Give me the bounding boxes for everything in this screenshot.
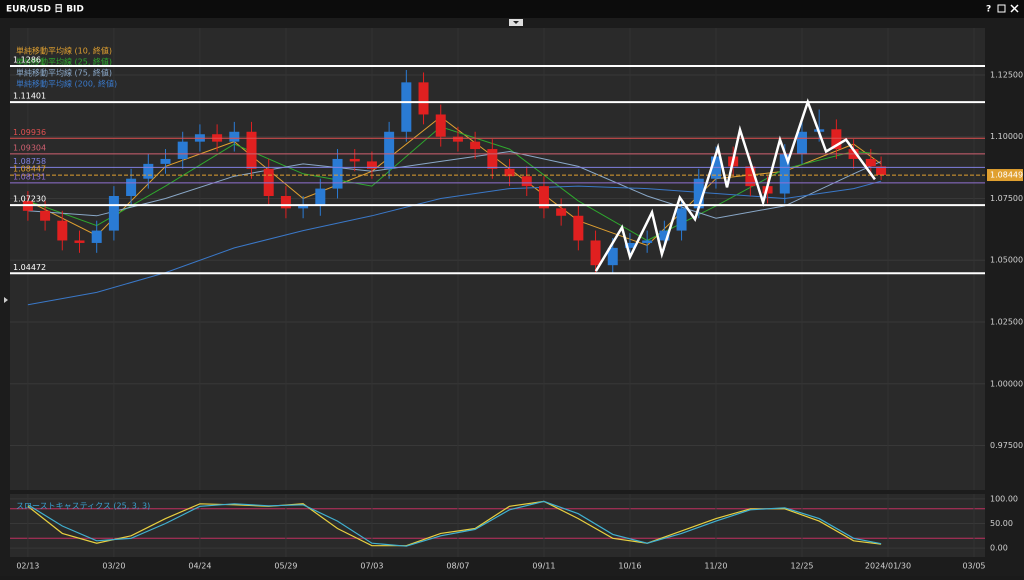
y-tick-label: 100.00 [990, 494, 1018, 503]
horizontal-line-label: 1.04472 [13, 263, 46, 272]
candle-body [624, 242, 635, 248]
legend-entry: 単純移動平均線 (10, 終値) [16, 46, 112, 56]
x-tick-label: 04/24 [188, 562, 211, 571]
price-chart: 1.12500 1.10000 1.07500 1.05000 1.02500 1.000… [10, 28, 1023, 490]
candle-body [332, 158, 343, 189]
close-button[interactable] [1010, 4, 1019, 13]
candle-body [470, 141, 481, 150]
candle-body [865, 158, 876, 167]
candle-body [366, 161, 377, 169]
candle-body [160, 158, 171, 164]
horizontal-line-label: 1.08447 [13, 165, 46, 174]
stoch-panel [10, 494, 985, 557]
legend-entry: 単純移動平均線 (75, 終値) [16, 68, 112, 78]
candle-body [126, 178, 137, 196]
x-tick-label: 03/20 [102, 562, 125, 571]
candle-body [108, 196, 119, 231]
candle-body [642, 240, 653, 243]
candle-body [521, 176, 532, 187]
current-price-box [987, 169, 1023, 182]
candle-body [349, 158, 360, 162]
horizontal-line-label: 1.1286 [13, 56, 41, 65]
x-tick-label: 08/07 [446, 562, 469, 571]
y-tick-label: 1.00000 [990, 379, 1023, 388]
horizontal-line-label: 1.08758 [13, 157, 46, 166]
collapse-icon [513, 21, 519, 24]
candle-body [298, 205, 309, 209]
current-price-label: 1.08449 [990, 171, 1023, 180]
x-tick-label: 10/16 [618, 562, 641, 571]
window-title: EUR/USD 日 BID [6, 4, 84, 15]
maximize-button[interactable] [997, 4, 1006, 13]
candle-body [74, 240, 85, 243]
horizontal-line-label: 1.07230 [13, 195, 46, 204]
candle-body [177, 141, 188, 159]
candle-body [384, 131, 395, 169]
panel-title: スローストキャスティクス (25, 3, 3) [16, 502, 150, 511]
candle-body [487, 149, 498, 169]
candle-body [779, 154, 790, 194]
candle-body [91, 230, 102, 243]
x-tick-label: 11/20 [704, 562, 727, 571]
y-tick-label: 50.00 [990, 519, 1013, 528]
y-tick-label: 1.02500 [990, 318, 1023, 327]
candle-body [246, 131, 257, 169]
x-tick-label: 07/03 [360, 562, 383, 571]
candle-body [280, 196, 291, 209]
x-tick-label: 05/29 [274, 562, 297, 571]
legend-entry: 単純移動平均線 (200, 終値) [16, 79, 117, 89]
horizontal-line-label: 1.11401 [13, 92, 46, 101]
x-tick-label: 09/11 [532, 562, 555, 571]
price-panel [10, 28, 985, 490]
x-tick-label: 12/25 [790, 562, 813, 571]
candle-body [452, 136, 463, 142]
x-tick-label: 03/05 [962, 562, 985, 571]
x-tick-label: 2024/01/30 [865, 562, 911, 571]
candle-body [876, 166, 887, 175]
horizontal-line-label: 1.09936 [13, 128, 46, 137]
legend-entry: 単純移動平均線 (25, 終値) [16, 57, 112, 67]
candle-body [40, 210, 51, 221]
y-tick-label: 0.00 [990, 544, 1008, 553]
help-button[interactable]: ? [986, 5, 991, 15]
horizontal-line-label: 1.08131 [13, 172, 46, 181]
x-tick-label: 02/13 [16, 562, 39, 571]
candle-body [590, 240, 601, 266]
y-tick-label: 1.12500 [990, 70, 1023, 79]
title-bar [0, 0, 1024, 18]
candle-body [143, 163, 154, 179]
stochastic-line [27, 500, 882, 547]
candle-body [573, 215, 584, 241]
horizontal-line-label: 1.09304 [13, 143, 46, 152]
candle-body [745, 166, 756, 187]
candle-body [831, 129, 842, 150]
stochastic-line [27, 500, 882, 547]
y-tick-label: 1.07500 [990, 194, 1023, 203]
y-tick-label: 1.10000 [990, 132, 1023, 141]
candle-body [693, 178, 704, 209]
candle-body [504, 168, 515, 177]
y-tick-label: 1.05000 [990, 256, 1023, 265]
candle-body [676, 208, 687, 231]
stochastic-chart: 100.00 50.00 0.00 02/13 03/20 04/24 05/29 07/03… [10, 494, 1018, 571]
candle-body [315, 188, 326, 206]
candle-body [796, 131, 807, 154]
candle-body [607, 247, 618, 266]
candle-body [418, 82, 429, 115]
candle-body [538, 186, 549, 209]
candle-body [401, 82, 412, 132]
candle-body [659, 230, 670, 241]
moving-average [27, 180, 882, 306]
y-tick-label: 0.97500 [990, 441, 1023, 450]
candle-body [435, 114, 446, 137]
side-handle[interactable] [4, 297, 8, 303]
trend-drawing [594, 98, 876, 272]
candle-body [556, 208, 567, 216]
candle-body [229, 131, 240, 142]
candle-body [57, 220, 68, 241]
